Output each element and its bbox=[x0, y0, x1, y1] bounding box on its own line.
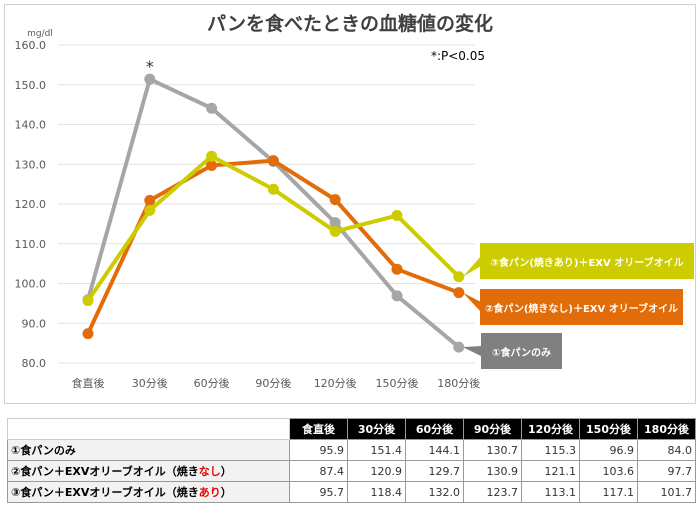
legend-callout-series-3: ③食パン(焼きあり)＋EXV オリーブオイル bbox=[480, 243, 694, 279]
significance-marker: * bbox=[146, 57, 154, 76]
table-cell: 113.1 bbox=[521, 481, 580, 503]
row-label-part: ） bbox=[220, 465, 232, 478]
x-tick-label: 180分後 bbox=[437, 376, 480, 390]
row-label: ①食パンのみ bbox=[7, 439, 290, 461]
data-point bbox=[267, 183, 279, 195]
data-point bbox=[453, 341, 465, 353]
table-cell: 103.6 bbox=[579, 460, 638, 482]
y-tick-label: 100.0 bbox=[15, 278, 47, 291]
data-point bbox=[329, 194, 341, 206]
data-point bbox=[391, 210, 403, 222]
row-label-part: なし bbox=[198, 465, 221, 478]
y-tick-label: 130.0 bbox=[15, 158, 47, 171]
table-row: ③食パン＋EXVオリーブオイル（焼きあり） 95.7 118.4 132.0 123.7… bbox=[7, 481, 696, 503]
table-cell: 151.4 bbox=[347, 439, 406, 461]
data-point bbox=[144, 204, 156, 216]
table-cell: 130.7 bbox=[463, 439, 522, 461]
row-label-part: ②食パン＋EXVオリーブオイル（焼き bbox=[11, 465, 199, 478]
table-corner bbox=[7, 418, 290, 440]
row-label: ③食パン＋EXVオリーブオイル（焼きあり） bbox=[7, 481, 290, 503]
table-header: 150分後 bbox=[579, 418, 638, 440]
legend-callout-series-1: ①食パンのみ bbox=[481, 333, 562, 369]
table-header: 90分後 bbox=[463, 418, 522, 440]
table-cell: 95.9 bbox=[289, 439, 348, 461]
table-cell: 84.0 bbox=[637, 439, 696, 461]
table-header: 30分後 bbox=[347, 418, 406, 440]
x-tick-label: 150分後 bbox=[376, 376, 419, 390]
data-point bbox=[329, 225, 341, 237]
y-tick-label: 120.0 bbox=[15, 198, 47, 211]
row-label-part: ） bbox=[220, 486, 232, 499]
data-point bbox=[144, 194, 156, 206]
y-axis-label: mg/dl bbox=[27, 29, 53, 39]
data-table: 食直後 30分後 60分後 90分後 120分後 150分後 180分後 ①食パンのみ 95.… bbox=[7, 418, 696, 503]
y-tick-label: 110.0 bbox=[15, 238, 47, 251]
callout-pointer bbox=[462, 256, 481, 277]
table-header: 120分後 bbox=[521, 418, 580, 440]
chart-title: パンを食べたときの血糖値の変化 bbox=[207, 12, 493, 35]
x-tick-label: 60分後 bbox=[194, 376, 230, 390]
data-point bbox=[329, 217, 341, 229]
y-tick-label: 150.0 bbox=[15, 79, 47, 92]
data-point bbox=[82, 328, 94, 340]
data-point bbox=[206, 150, 218, 162]
table-cell: 117.1 bbox=[579, 481, 638, 503]
table-row: ②食パン＋EXVオリーブオイル（焼きなし） 87.4 120.9 129.7 130.9… bbox=[7, 460, 696, 482]
data-point bbox=[453, 271, 465, 283]
data-point bbox=[267, 155, 279, 167]
table-cell: 97.7 bbox=[637, 460, 696, 482]
data-point bbox=[206, 159, 218, 171]
row-label-part: あり bbox=[198, 486, 221, 499]
data-point bbox=[453, 287, 465, 299]
data-point bbox=[144, 73, 156, 85]
table-cell: 132.0 bbox=[405, 481, 464, 503]
table-cell: 123.7 bbox=[463, 481, 522, 503]
x-tick-label: 食直後 bbox=[72, 376, 105, 390]
table-cell: 144.1 bbox=[405, 439, 464, 461]
table-cell: 120.9 bbox=[347, 460, 406, 482]
y-tick-label: 90.0 bbox=[22, 317, 47, 330]
table-cell: 87.4 bbox=[289, 460, 348, 482]
x-tick-label: 120分後 bbox=[314, 376, 357, 390]
chart-frame bbox=[4, 4, 696, 404]
y-tick-label: 140.0 bbox=[15, 119, 47, 132]
data-point bbox=[391, 290, 403, 302]
significance-note: *:P<0.05 bbox=[431, 49, 485, 63]
callout-pointer bbox=[462, 292, 481, 312]
table-cell: 115.3 bbox=[521, 439, 580, 461]
y-tick-label: 160.0 bbox=[15, 39, 47, 52]
x-tick-label: 30分後 bbox=[132, 376, 168, 390]
table-cell: 95.7 bbox=[289, 481, 348, 503]
legend-callout-series-2: ②食パン(焼きなし)＋EXV オリーブオイル bbox=[480, 289, 683, 325]
y-tick-label: 80.0 bbox=[22, 357, 47, 370]
table-cell: 96.9 bbox=[579, 439, 638, 461]
table-header: 食直後 bbox=[289, 418, 348, 440]
line-chart: 80.0 90.0 100.0 110.0 120.0 130.0 140.0 150.0 16… bbox=[15, 12, 493, 390]
table-cell: 118.4 bbox=[347, 481, 406, 503]
series-line-3 bbox=[86, 154, 461, 302]
row-label-part: ③食パン＋EXVオリーブオイル（焼き bbox=[11, 486, 199, 499]
table-header: 60分後 bbox=[405, 418, 464, 440]
callout-pointer bbox=[462, 346, 481, 356]
table-cell: 101.7 bbox=[637, 481, 696, 503]
table-cell: 130.9 bbox=[463, 460, 522, 482]
table-cell: 121.1 bbox=[521, 460, 580, 482]
row-label: ②食パン＋EXVオリーブオイル（焼きなし） bbox=[7, 460, 290, 482]
table-row: ①食パンのみ 95.9 151.4 144.1 130.7 115.3 96.9 84.0 bbox=[7, 439, 696, 461]
data-point bbox=[391, 263, 403, 275]
row-label-part: ①食パンのみ bbox=[11, 444, 76, 457]
x-tick-label: 90分後 bbox=[255, 376, 291, 390]
data-point bbox=[206, 102, 218, 114]
table-cell: 129.7 bbox=[405, 460, 464, 482]
table-header: 180分後 bbox=[637, 418, 696, 440]
data-point bbox=[82, 295, 94, 307]
